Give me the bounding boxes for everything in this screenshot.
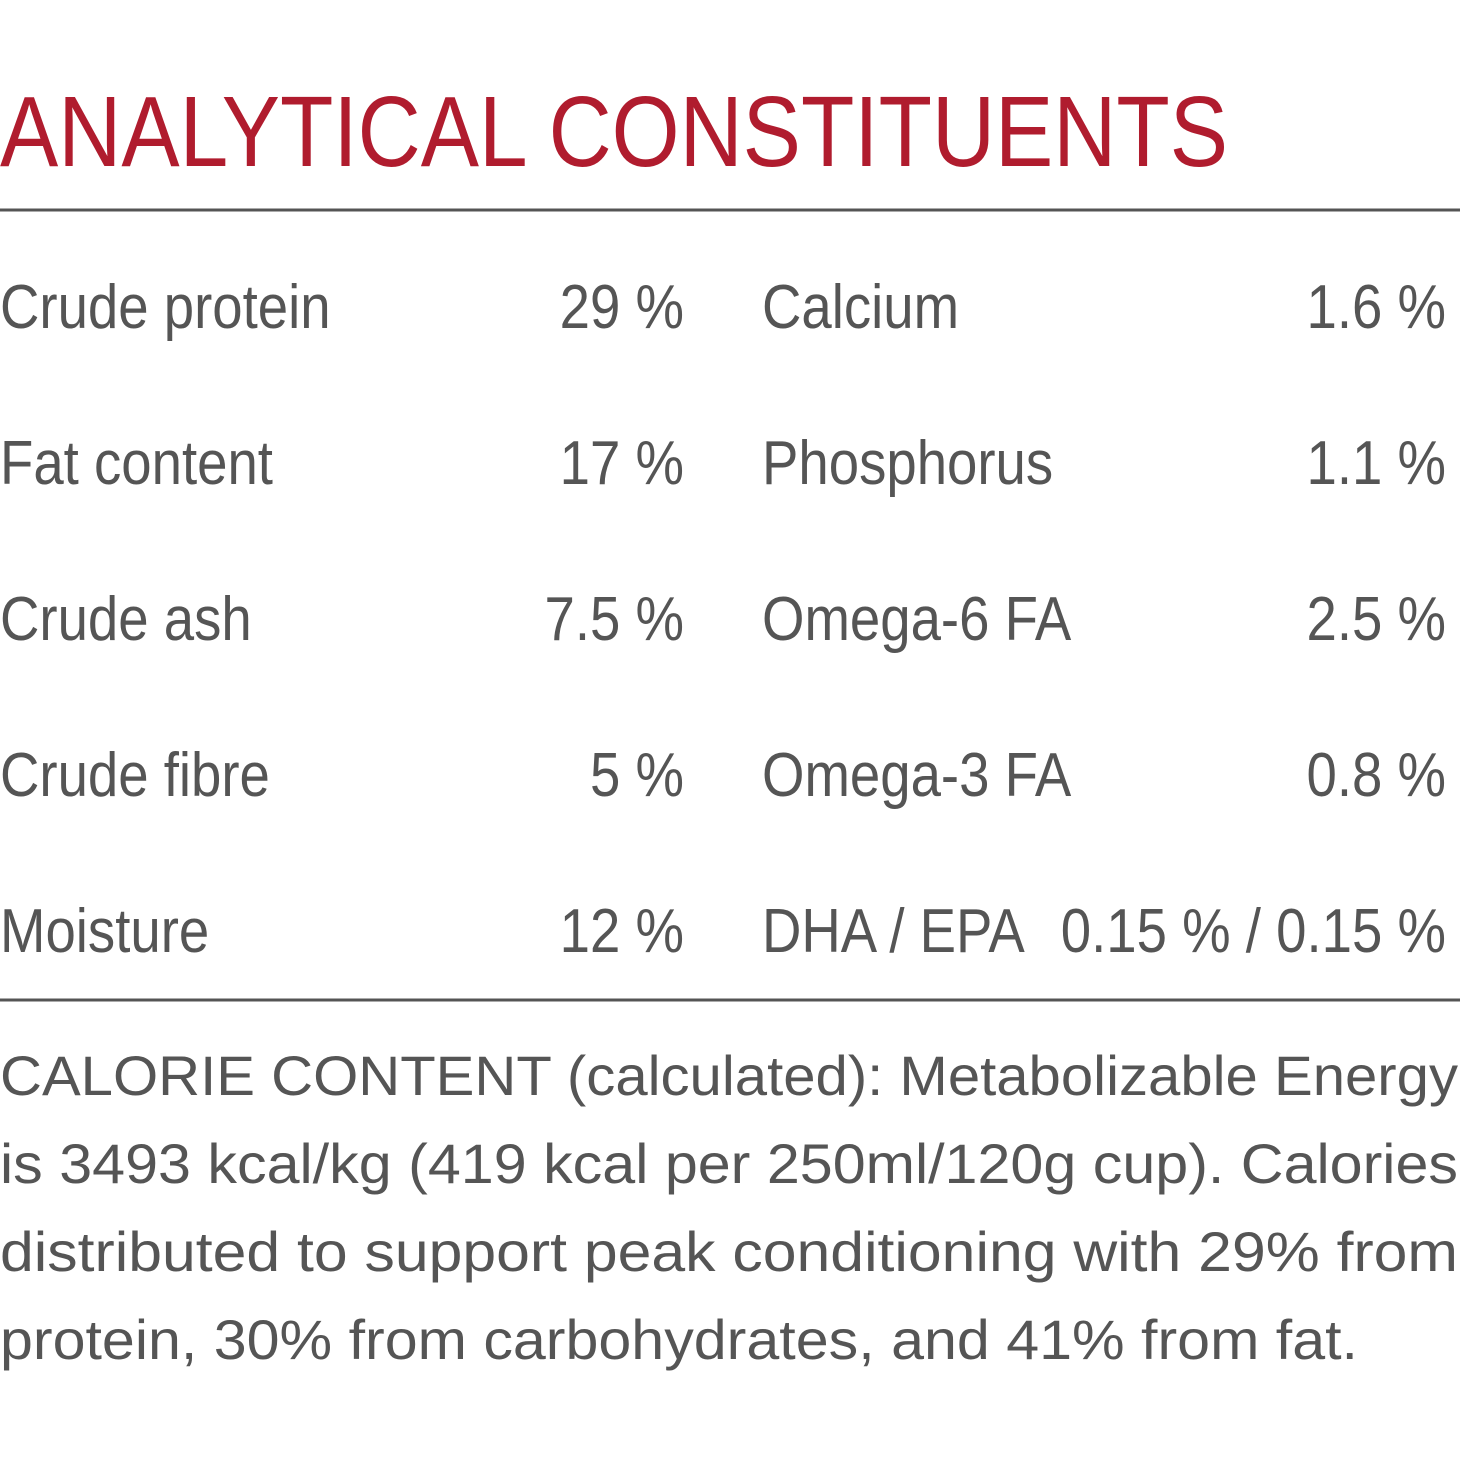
nutrient-value: 29 % xyxy=(560,273,684,342)
nutrient-name: Phosphorus xyxy=(762,429,1053,498)
nutrient-value: 12 % xyxy=(560,897,684,966)
nutrient-value: 1.1 % xyxy=(1306,429,1446,498)
nutrient-name: Fat content xyxy=(0,429,273,498)
calorie-line: protein, 30% from carbohydrates, and 41%… xyxy=(0,1308,1358,1371)
nutrient-name: Crude protein xyxy=(0,273,331,342)
nutrient-name: Crude fibre xyxy=(0,741,270,810)
nutrient-value: 2.5 % xyxy=(1306,585,1446,654)
nutrient-name: Omega-6 FA xyxy=(762,585,1072,654)
nutrient-value: 0.8 % xyxy=(1306,741,1446,810)
calorie-line: distributed to support peak conditioning… xyxy=(0,1220,1458,1283)
nutrient-name: Crude ash xyxy=(0,585,252,654)
nutrient-value: 17 % xyxy=(560,429,684,498)
nutrient-name: Moisture xyxy=(0,897,209,966)
nutrient-value: 0.15 % / 0.15 % xyxy=(1061,897,1446,966)
title: ANALYTICAL CONSTITUENTS xyxy=(0,76,1228,188)
nutrient-value: 5 % xyxy=(590,741,684,810)
nutrient-name: Omega-3 FA xyxy=(762,741,1072,810)
nutrient-value: 7.5 % xyxy=(544,585,684,654)
nutrient-name: Calcium xyxy=(762,273,959,342)
calorie-line: is 3493 kcal/kg (419 kcal per 250ml/120g… xyxy=(0,1132,1458,1195)
calorie-line: CALORIE CONTENT (calculated): Metaboliza… xyxy=(0,1044,1458,1107)
nutrient-name: DHA / EPA xyxy=(762,897,1025,966)
nutrient-value: 1.6 % xyxy=(1306,273,1446,342)
